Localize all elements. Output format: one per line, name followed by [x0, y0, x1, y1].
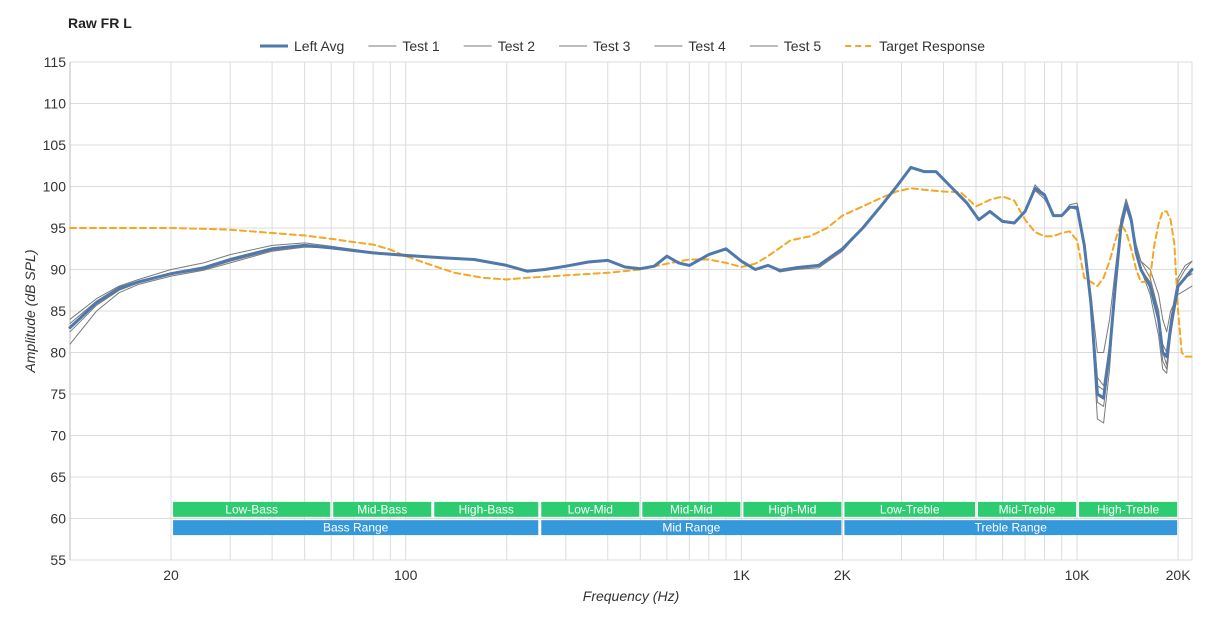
- band-label: Mid-Mid: [670, 502, 713, 516]
- series-line-test-3: [69, 166, 1193, 391]
- legend-label: Test 4: [688, 38, 726, 54]
- series-lines: [68, 165, 1194, 424]
- y-tick-label: 90: [50, 262, 66, 278]
- band-label: High-Treble: [1097, 502, 1160, 516]
- legend-label: Target Response: [879, 38, 985, 54]
- y-tick-label: 70: [50, 428, 66, 444]
- legend-item-test-1: Test 1: [368, 38, 440, 54]
- x-tick-label: 20: [163, 567, 179, 583]
- band-label: Low-Treble: [880, 502, 940, 516]
- band-low-treble: [844, 501, 976, 517]
- legend-item-target-response: Target Response: [845, 38, 985, 54]
- band-label: Mid-Treble: [999, 502, 1056, 516]
- band-label: Low-Bass: [225, 502, 278, 516]
- legend-label: Test 5: [784, 38, 822, 54]
- range-bands: Low-Bass Mid-Bass High-Bass Low-Mid Mid-Mid H…: [173, 501, 1178, 536]
- series-line-test-1: [69, 166, 1193, 424]
- y-tick-label: 105: [43, 137, 67, 153]
- legend-item-test-2: Test 2: [463, 38, 536, 54]
- y-tick-label: 110: [44, 96, 67, 112]
- y-tick-label: 115: [44, 54, 67, 70]
- grid: [69, 61, 1193, 561]
- x-tick-label: 100: [394, 567, 418, 583]
- x-tick-label: 1K: [733, 567, 751, 583]
- y-tick-label: 55: [50, 552, 66, 568]
- band-mid-bass: [333, 501, 432, 517]
- y-tick-label: 95: [50, 220, 66, 236]
- y-tick-label: 85: [50, 303, 66, 319]
- legend: Left Avg Test 1 Test 2 Test 3 Test 4 Test 5 Ta…: [260, 38, 985, 54]
- band-mid-treble: [978, 501, 1077, 517]
- legend-label: Left Avg: [294, 38, 344, 54]
- band-label: Treble Range: [975, 521, 1048, 535]
- band-treble-range: [844, 520, 1178, 536]
- band-label: High-Bass: [459, 502, 514, 516]
- series-line-test-2: [69, 166, 1193, 353]
- x-tick-label: 20K: [1166, 567, 1192, 583]
- band-high-treble: [1079, 501, 1178, 517]
- band-label: Low-Mid: [568, 502, 613, 516]
- band-label: High-Mid: [768, 502, 816, 516]
- legend-item-test-5: Test 5: [749, 38, 822, 54]
- band-bass-range: [173, 520, 539, 536]
- legend-item-left-avg: Left Avg: [260, 38, 344, 54]
- band-label: Mid-Bass: [357, 502, 407, 516]
- band-label: Bass Range: [323, 521, 389, 535]
- series-line-test-5: [69, 166, 1193, 407]
- x-tick-label: 10K: [1065, 567, 1091, 583]
- band-low-mid: [541, 501, 640, 517]
- y-tick-label: 65: [50, 469, 66, 485]
- legend-label: Test 2: [498, 38, 536, 54]
- series-line-left-avg: [68, 165, 1194, 400]
- y-tick-label: 100: [43, 179, 67, 195]
- y-axis-label: Amplitude (dB SPL): [22, 250, 38, 374]
- y-tick-label: 75: [50, 386, 66, 402]
- y-tick-label: 60: [50, 511, 66, 527]
- series-line-target-response: [69, 187, 1193, 358]
- band-high-bass: [434, 501, 539, 517]
- legend-label: Test 1: [402, 38, 440, 54]
- legend-item-test-3: Test 3: [559, 38, 631, 54]
- band-high-mid: [743, 501, 842, 517]
- x-tick-label: 2K: [834, 567, 852, 583]
- axis-ticks: 55 60 65 70 75 80 85 90 95 100 105 110 115 20 100 1K 2K 1…: [43, 54, 1192, 583]
- band-mid-range: [541, 520, 842, 536]
- legend-label: Test 3: [593, 38, 631, 54]
- legend-item-test-4: Test 4: [654, 38, 726, 54]
- band-low-bass: [173, 501, 331, 517]
- chart-title: Raw FR L: [68, 15, 132, 31]
- x-axis-label: Frequency (Hz): [583, 588, 679, 604]
- y-tick-label: 80: [50, 345, 66, 361]
- band-mid-mid: [642, 501, 741, 517]
- band-label: Mid Range: [662, 521, 720, 535]
